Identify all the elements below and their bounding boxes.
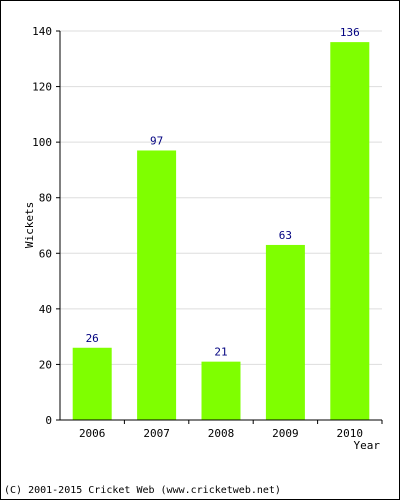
y-tick-label: 20 — [39, 358, 52, 371]
x-tick-label: 2010 — [337, 427, 364, 440]
y-axis-label: Wickets — [23, 202, 36, 248]
bar — [201, 361, 241, 420]
copyright-footer: (C) 2001-2015 Cricket Web (www.cricketwe… — [4, 485, 281, 496]
x-tick-label: 2007 — [143, 427, 170, 440]
y-tick-label: 60 — [39, 247, 52, 260]
x-tick-label: 2008 — [208, 427, 235, 440]
data-label: 136 — [340, 26, 360, 39]
bars — [72, 42, 370, 420]
bar — [265, 244, 305, 420]
y-tick-label: 40 — [39, 303, 52, 316]
bar — [72, 347, 112, 420]
grid-lines — [60, 30, 382, 365]
y-tick-label: 100 — [32, 136, 52, 149]
data-label: 97 — [150, 134, 163, 147]
data-label: 63 — [279, 229, 292, 242]
y-tick-label: 80 — [39, 192, 52, 205]
x-tick-label: 2009 — [272, 427, 299, 440]
y-tick-label: 140 — [32, 25, 52, 38]
labels: 0 20 40 60 80 100 120 140 26 2006 97 2007 21 2008 63 20… — [32, 25, 363, 440]
data-label: 26 — [86, 332, 99, 345]
y-tick-label: 120 — [32, 81, 52, 94]
x-axis-label: Year — [354, 439, 381, 452]
bar — [330, 42, 370, 420]
bar — [137, 150, 177, 420]
axes — [56, 30, 383, 424]
y-tick-label: 0 — [45, 414, 52, 427]
data-label: 21 — [214, 346, 227, 359]
x-tick-label: 2006 — [79, 427, 106, 440]
